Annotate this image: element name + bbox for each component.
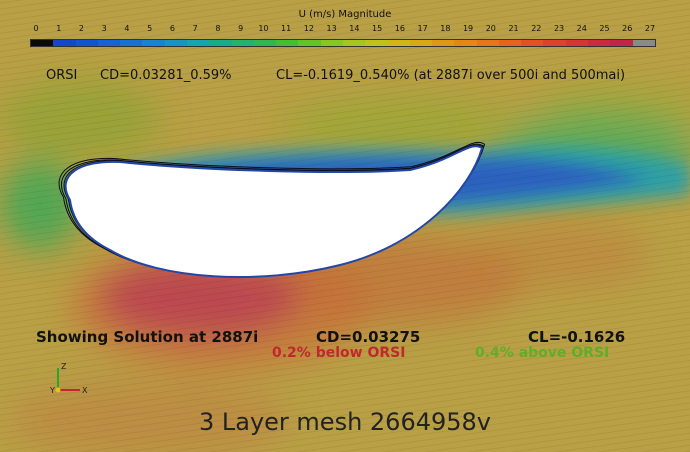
- solution-cl: CL=-0.1626: [528, 328, 626, 346]
- y-axis-dot: [55, 387, 61, 393]
- orsi-label: ORSI: [46, 68, 78, 83]
- solution-label: Showing Solution at 2887i: [36, 328, 259, 346]
- colorbar-swatch: [365, 40, 388, 46]
- colorbar-tick-label: 14: [349, 24, 360, 33]
- mesh-description: 3 Layer mesh 2664958v: [198, 408, 492, 436]
- colorbar-tick-label: 26: [622, 24, 633, 33]
- colorbar-swatch: [209, 40, 232, 46]
- colorbar-tick-label: 13: [326, 24, 337, 33]
- colorbar-swatch: [320, 40, 343, 46]
- colorbar-swatch: [164, 40, 187, 46]
- colorbar-swatch: [75, 40, 98, 46]
- orsi-cd: CD=0.03281_0.59%: [100, 68, 232, 83]
- colorbar-swatch: [588, 40, 611, 46]
- colorbar-swatch: [476, 40, 499, 46]
- x-axis-label: X: [82, 386, 88, 395]
- colorbar-swatch: [409, 40, 433, 46]
- colorbar-tick-label: 2: [78, 24, 85, 33]
- colorbar-swatch: [253, 40, 277, 46]
- colorbar-tick-label: 18: [440, 24, 451, 33]
- z-axis-label: Z: [61, 362, 67, 371]
- colorbar-swatch: [342, 40, 366, 46]
- y-axis-label: Y: [50, 386, 55, 395]
- colorbar-title: U (m/s) Magnitude: [298, 9, 392, 20]
- axes-orientation-triad: Z Y X: [50, 362, 88, 395]
- colorbar-swatch: [120, 40, 143, 46]
- colorbar: [30, 39, 656, 47]
- colorbar-swatch: [231, 40, 254, 46]
- solution-cd-difference: 0.2% below ORSI: [272, 345, 406, 361]
- colorbar-swatch: [298, 40, 321, 46]
- colorbar-swatch: [276, 40, 299, 46]
- colorbar-swatch: [31, 40, 54, 46]
- colorbar-swatch: [521, 40, 544, 46]
- colorbar-tick-label: 21: [508, 24, 519, 33]
- colorbar-tick-label: 16: [394, 24, 405, 33]
- colorbar-swatch: [432, 40, 455, 46]
- colorbar-swatch: [142, 40, 165, 46]
- colorbar-tick-label: 24: [576, 24, 587, 33]
- colorbar-tick-label: 7: [192, 24, 198, 33]
- colorbar-tick-label: 17: [417, 24, 428, 33]
- colorbar-swatch: [387, 40, 410, 46]
- colorbar-swatch: [186, 40, 210, 46]
- colorbar-swatch: [53, 40, 76, 46]
- colorbar-tick-label: 5: [147, 24, 153, 33]
- colorbar-tick-label: 15: [372, 24, 383, 33]
- colorbar-swatch: [610, 40, 633, 46]
- colorbar-tick-label: 10: [258, 24, 269, 33]
- solution-cd: CD=0.03275: [316, 328, 421, 346]
- colorbar-tick-label: 1: [56, 24, 62, 33]
- solution-cl-difference: 0.4% above ORSI: [475, 345, 610, 361]
- colorbar-tick-label: 27: [644, 24, 656, 33]
- colorbar-tick-label: 0: [33, 24, 39, 33]
- colorbar-swatch: [565, 40, 589, 46]
- colorbar-tick-label: 4: [124, 24, 130, 33]
- colorbar-swatch: [97, 40, 121, 46]
- colorbar-tick-label: 8: [215, 24, 221, 33]
- colorbar-tick-label: 3: [101, 24, 107, 33]
- colorbar-tick-label: 11: [281, 24, 292, 33]
- colorbar-swatch: [632, 40, 655, 46]
- orsi-cl: CL=-0.1619_0.540% (at 2887i over 500i an…: [276, 68, 626, 83]
- colorbar-tick-label: 25: [599, 24, 610, 33]
- colorbar-swatch: [498, 40, 522, 46]
- colorbar-tick-label: 19: [462, 24, 474, 33]
- airfoil-section: [64, 145, 484, 278]
- colorbar-tick-label: 6: [169, 24, 175, 33]
- colorbar-tick-label: 12: [303, 24, 314, 33]
- colorbar-swatch: [454, 40, 477, 46]
- colorbar-swatch: [543, 40, 566, 46]
- colorbar-tick-label: 9: [238, 24, 244, 33]
- colorbar-tick-label: 23: [553, 24, 565, 33]
- colorbar-tick-label: 22: [531, 24, 542, 33]
- colorbar-tick-label: 20: [485, 24, 496, 33]
